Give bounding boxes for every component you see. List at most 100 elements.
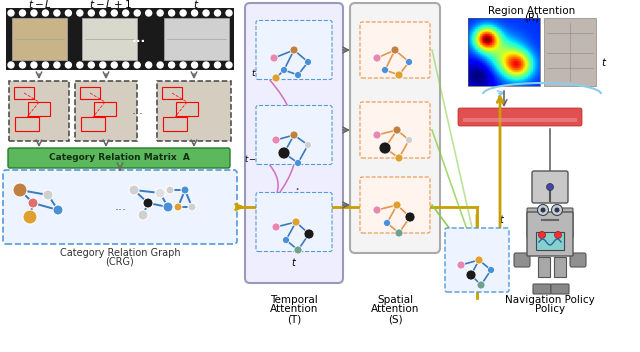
Circle shape xyxy=(538,205,548,215)
Circle shape xyxy=(477,281,485,289)
Text: $t-L$: $t-L$ xyxy=(252,67,273,77)
Circle shape xyxy=(406,137,413,144)
Text: $t$: $t$ xyxy=(499,213,505,225)
Circle shape xyxy=(280,67,287,74)
FancyBboxPatch shape xyxy=(570,253,586,267)
Circle shape xyxy=(214,10,221,16)
Circle shape xyxy=(77,62,83,68)
Circle shape xyxy=(100,62,106,68)
Text: Attention: Attention xyxy=(270,304,318,314)
Circle shape xyxy=(174,203,182,211)
Circle shape xyxy=(111,62,117,68)
Bar xyxy=(6,8,234,70)
FancyBboxPatch shape xyxy=(527,208,541,238)
Circle shape xyxy=(552,205,563,215)
Circle shape xyxy=(395,71,403,79)
Bar xyxy=(28,102,50,116)
Circle shape xyxy=(290,46,298,54)
Bar xyxy=(554,257,566,277)
Bar xyxy=(164,18,229,60)
Circle shape xyxy=(31,10,37,16)
FancyBboxPatch shape xyxy=(3,170,237,244)
Text: Region Attention: Region Attention xyxy=(488,6,575,16)
Circle shape xyxy=(157,62,163,68)
Circle shape xyxy=(457,261,465,269)
Text: Attention: Attention xyxy=(371,304,419,314)
Circle shape xyxy=(203,10,209,16)
Circle shape xyxy=(138,210,148,220)
FancyBboxPatch shape xyxy=(551,284,569,294)
Text: (R): (R) xyxy=(524,12,540,22)
FancyBboxPatch shape xyxy=(533,284,551,294)
Text: Spatial: Spatial xyxy=(377,295,413,305)
FancyBboxPatch shape xyxy=(245,3,343,283)
Circle shape xyxy=(188,203,196,211)
Circle shape xyxy=(466,270,476,280)
Text: ...: ... xyxy=(115,201,127,214)
Circle shape xyxy=(304,229,314,239)
Text: $t$: $t$ xyxy=(601,56,607,68)
FancyBboxPatch shape xyxy=(8,148,230,168)
Circle shape xyxy=(203,62,209,68)
Circle shape xyxy=(180,62,186,68)
Circle shape xyxy=(191,62,198,68)
Bar xyxy=(12,18,67,60)
Circle shape xyxy=(554,207,559,213)
Circle shape xyxy=(290,131,298,139)
Circle shape xyxy=(129,185,139,195)
Circle shape xyxy=(8,10,14,16)
Circle shape xyxy=(272,136,280,144)
Text: ...: ... xyxy=(132,105,144,118)
Bar xyxy=(15,117,39,131)
Text: $t-L$: $t-L$ xyxy=(28,0,52,10)
Circle shape xyxy=(123,62,129,68)
Bar xyxy=(94,102,116,116)
Circle shape xyxy=(123,10,129,16)
Circle shape xyxy=(65,10,72,16)
Bar xyxy=(468,18,540,86)
Circle shape xyxy=(226,62,232,68)
Circle shape xyxy=(8,62,14,68)
Bar xyxy=(81,117,105,131)
Circle shape xyxy=(554,232,561,239)
Circle shape xyxy=(270,54,278,62)
Circle shape xyxy=(168,10,175,16)
Circle shape xyxy=(305,142,312,149)
Circle shape xyxy=(155,188,165,198)
Circle shape xyxy=(379,142,391,154)
Circle shape xyxy=(541,207,545,213)
Text: $t$: $t$ xyxy=(193,0,199,10)
FancyBboxPatch shape xyxy=(157,81,231,141)
Text: $\vdots$: $\vdots$ xyxy=(390,220,400,236)
Circle shape xyxy=(54,10,60,16)
Text: $t-L+1$: $t-L+1$ xyxy=(88,0,131,10)
Circle shape xyxy=(272,74,280,82)
Text: $t$: $t$ xyxy=(291,256,297,268)
Bar xyxy=(163,117,187,131)
Bar xyxy=(544,18,596,86)
Circle shape xyxy=(146,62,152,68)
Text: Category Relation Matrix  A: Category Relation Matrix A xyxy=(49,153,189,163)
Bar xyxy=(463,118,577,122)
Text: $t-L+1$: $t-L+1$ xyxy=(244,152,280,163)
Circle shape xyxy=(547,183,554,190)
Circle shape xyxy=(19,62,26,68)
Circle shape xyxy=(395,154,403,162)
FancyBboxPatch shape xyxy=(350,3,440,253)
Circle shape xyxy=(88,62,94,68)
Circle shape xyxy=(405,212,415,222)
Circle shape xyxy=(13,183,27,197)
Circle shape xyxy=(282,237,289,244)
Circle shape xyxy=(180,10,186,16)
Circle shape xyxy=(65,62,72,68)
Text: $\vdots$: $\vdots$ xyxy=(390,177,400,193)
Text: $\vdots$: $\vdots$ xyxy=(289,186,299,202)
FancyBboxPatch shape xyxy=(360,177,430,233)
Circle shape xyxy=(88,10,94,16)
Circle shape xyxy=(42,10,49,16)
FancyBboxPatch shape xyxy=(532,171,568,203)
FancyBboxPatch shape xyxy=(75,81,137,141)
Circle shape xyxy=(272,223,280,231)
Circle shape xyxy=(538,232,545,239)
Circle shape xyxy=(143,198,153,208)
